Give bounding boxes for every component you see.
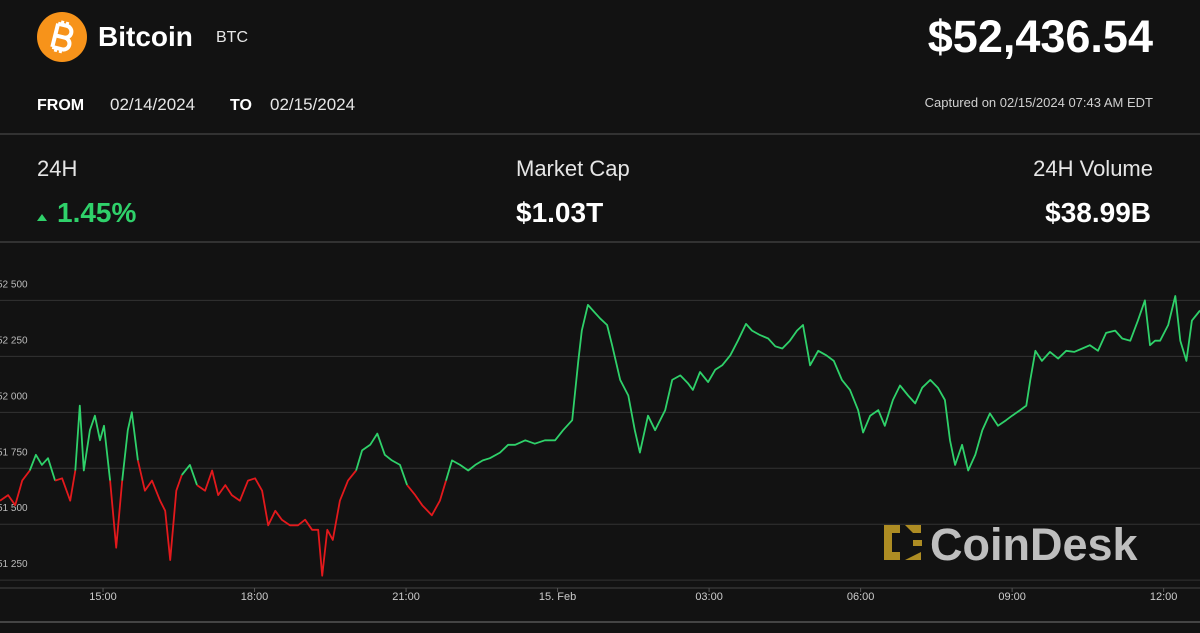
stat-label: 24H Volume: [1033, 156, 1153, 181]
watermark: CoinDesk: [884, 519, 1139, 570]
x-tick-label: 03:00: [695, 591, 723, 603]
x-tick-label: 06:00: [847, 591, 875, 603]
stat-value: $1.03T: [516, 197, 603, 228]
x-tick-label: 12:00: [1150, 591, 1178, 603]
price-line-segment: [121, 411, 139, 481]
y-tick-label: 51 750: [0, 447, 28, 458]
price-line-segment: [74, 404, 111, 481]
coin-symbol: BTC: [216, 29, 248, 46]
y-tick-label: 52 500: [0, 279, 28, 290]
stat-value: 1.45%: [57, 197, 136, 228]
y-tick-label: 52 000: [0, 391, 28, 402]
from-date: 02/14/2024: [110, 95, 195, 114]
price-line-segment: [109, 480, 124, 549]
stat-label: Market Cap: [516, 156, 630, 181]
x-tick-label: 09:00: [998, 591, 1026, 603]
to-label: TO: [230, 97, 252, 114]
x-tick-label: 15:00: [89, 591, 117, 603]
captured-time: Captured on 02/15/2024 07:43 AM EDT: [925, 95, 1153, 110]
price-line-segment: [54, 470, 77, 502]
bitcoin-logo: [37, 12, 87, 62]
coin-name: Bitcoin: [98, 21, 193, 52]
y-tick-label: 51 500: [0, 503, 28, 514]
price-line-segment: [28, 453, 56, 481]
price-line-segment: [445, 295, 1200, 481]
y-tick-label: 52 250: [0, 335, 28, 346]
stat-label: 24H: [37, 156, 77, 181]
from-label: FROM: [37, 97, 84, 114]
x-tick-label: 21:00: [392, 591, 420, 603]
price-line-segment: [0, 469, 31, 507]
price-line: [0, 295, 1200, 577]
grid: 51 250 51 500 51 750 52 000 52 250 52 500: [0, 279, 1200, 581]
price-line-segment: [406, 480, 447, 517]
price-line-segment: [137, 460, 183, 561]
to-date: 02/15/2024: [270, 95, 355, 114]
up-arrow: [37, 214, 47, 221]
y-tick-label: 51 250: [0, 559, 28, 570]
price: $52,436.54: [928, 11, 1153, 62]
x-tick-label: 15. Feb: [539, 591, 576, 603]
watermark-text: CoinDesk: [930, 519, 1139, 570]
x-axis: 15:00 18:00 21:00 15. Feb 03:00 06:00 09:00 12:…: [0, 587, 1200, 603]
price-line-segment: [355, 432, 408, 486]
x-tick-label: 18:00: [241, 591, 269, 603]
price-line-segment: [181, 464, 198, 486]
stat-value: $38.99B: [1045, 197, 1151, 228]
price-line-segment: [196, 469, 357, 577]
